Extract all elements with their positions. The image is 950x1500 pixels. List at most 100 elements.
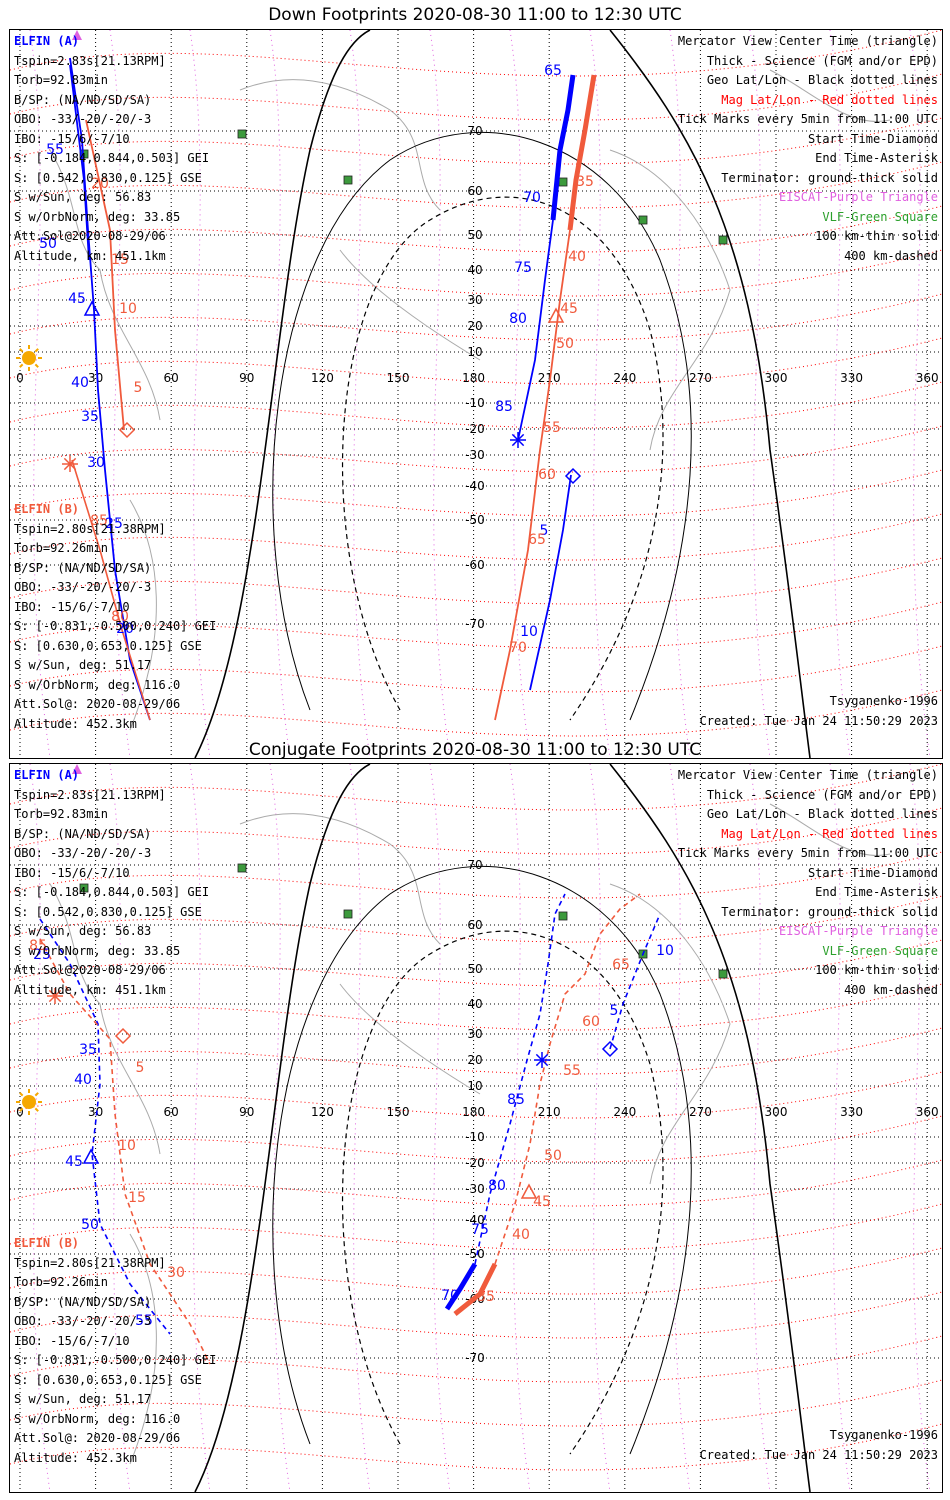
a-science-track [550,74,576,221]
b-tick-label-11: 85 [29,938,47,954]
legend-line-1: Thick - Science (FGM and/or EPD) [706,53,938,68]
down-created-label: Created: Tue Jan 24 11:50:29 2023 [699,714,938,728]
mag-meridian-7 [589,30,611,758]
mag-parallel-8 [10,1115,942,1163]
a-tick-label-9: 35 [81,409,99,425]
a-tick-label-8: 40 [74,1072,92,1088]
a-tick-label-6: 25 [33,947,51,963]
coastline-0 [239,813,441,945]
mag-meridian-5 [429,764,451,1492]
a-tick-label-4: 85 [495,399,513,415]
lat-tick-40: 40 [467,263,482,277]
conj-legend: Mercator View Center Time (triangle) Thic… [678,766,938,1000]
elfin_a-line-1: Tspin=2.83s[21.13RPM] [14,787,166,802]
lat-tick--60: -60 [465,558,485,572]
a-tick-label-2: 75 [514,260,532,276]
a-start-diamond [564,467,582,485]
lat-tick-70: 70 [467,858,482,872]
lat-tick-30: 30 [467,293,482,307]
contour-100km [272,865,692,1455]
mag-parallel-12 [10,1291,942,1339]
vlf-square-2 [343,175,353,185]
elfin_a-line-8: S w/Sun, deg: 56.83 [14,190,152,204]
a-tick-label-9: 45 [65,1154,83,1170]
elfin_a-line-3: B/SP: (NA/ND/SD/SA) [14,92,152,107]
b-tick-label-11: 5 [134,380,143,396]
contour-100km [272,131,692,721]
elfin_a-line-11: Altitude, km: 451.1km [14,248,166,263]
lon-tick-90: 90 [239,371,254,385]
mag-parallel-1 [10,807,942,855]
b-tick-label-3: 50 [544,1148,562,1164]
mag-parallel-3 [10,895,942,943]
mag-parallel-14 [10,1379,942,1427]
legend-line-1: Thick - Science (FGM and/or EPD) [706,787,938,802]
a-tick-label-11: 55 [135,1313,153,1329]
mag-meridian-1 [109,764,131,1492]
coastline-5 [129,499,157,731]
mag-parallel-6 [10,1027,942,1075]
legend-line-3: Mag Lat/Lon - Red dotted lines [721,826,938,841]
down-model-label: Tsyganenko-1996 [829,694,938,708]
lon-tick-300: 300 [765,371,788,385]
a-tick-label-13: 5 [540,523,549,539]
b-end-asterisk-left-stroke-3 [48,989,62,1003]
a-left-upper [69,64,90,261]
mag-parallel-9 [10,1159,942,1207]
lon-tick-210: 210 [538,1105,561,1119]
mag-parallel-7 [10,1071,942,1119]
coastline-4 [339,249,481,361]
coastline-2 [609,883,731,1185]
elfin_b-line-11: Altitude: 452.3km [14,716,137,731]
conj-elfin-b-info: ELFIN (B) Tspin=2.80s[21.38RPM] Torb=92.26… [14,1234,216,1468]
mag-parallel-14 [10,645,942,693]
b-tick-label-9: 15 [128,1190,146,1206]
lon-tick-150: 150 [387,1105,410,1119]
terminator-right [609,30,811,758]
b-left-dashed [39,938,211,1365]
lon-tick-360: 360 [916,371,939,385]
mag-meridian-11 [909,30,931,758]
b-start-diamond-left [118,421,136,439]
down-elfin-b-info: ELFIN (B) Tspin=2.80s[21.38RPM] Torb=92.26… [14,500,216,734]
a-end-asterisk-stroke-3 [511,433,525,447]
mag-parallel-7 [10,337,942,385]
lon-tick-120: 120 [311,371,334,385]
vlf-square-5 [718,969,728,979]
b-tick-label-8: 20 [91,176,109,192]
b-center-triangle [547,307,565,323]
legend-line-11: 400 km-dashed [844,248,938,263]
elfin_b-line-2: Torb=92.26min [14,1275,108,1289]
b-tick-label-2: 45 [560,301,578,317]
mag-parallel-6 [10,293,942,341]
mag-parallel-11 [10,513,942,561]
sun-ray-3 [19,1107,24,1112]
lon-tick-210: 210 [538,371,561,385]
down-elfin-a-info: ELFIN (A) Tspin=2.83s[21.13RPM] Torb=92.83… [14,32,209,266]
elfin_a-line-7: S: [0.542,0.830,0.125] GSE [14,904,202,919]
b-tick-label-5: 60 [538,467,556,483]
mag-parallel-10 [10,1203,942,1251]
lon-tick-30: 30 [88,1105,103,1119]
mag-meridian-2 [189,764,211,1492]
down-panel: 0 30 60 90 120 150 180 210 240 270 300 330 360 10 20 30… [9,29,943,759]
a-tick-label-7: 35 [79,1042,97,1058]
mag-parallel-3 [10,161,942,209]
lat-tick-40: 40 [467,997,482,1011]
lon-tick-120: 120 [311,1105,334,1119]
conj-title: Conjugate Footprints 2020-08-30 11:00 to… [248,740,702,760]
lon-tick-240: 240 [613,1105,636,1119]
mag-parallel-8 [10,381,942,429]
lat-tick--10: -10 [465,1130,485,1144]
vlf-square-3 [558,911,568,921]
mag-meridian-5 [429,30,451,758]
lat-tick--40: -40 [465,479,485,493]
a-right-track [517,219,554,441]
b-tick-label-4: 55 [543,420,561,436]
legend-line-9: VLF-Green Square [822,209,938,224]
eiscat-triangle [72,764,82,774]
a-center-triangle-left [83,300,101,316]
mag-parallel-4 [10,939,942,987]
elfin_a-line-2: Torb=92.83min [14,73,108,87]
lon-tick-330: 330 [840,371,863,385]
